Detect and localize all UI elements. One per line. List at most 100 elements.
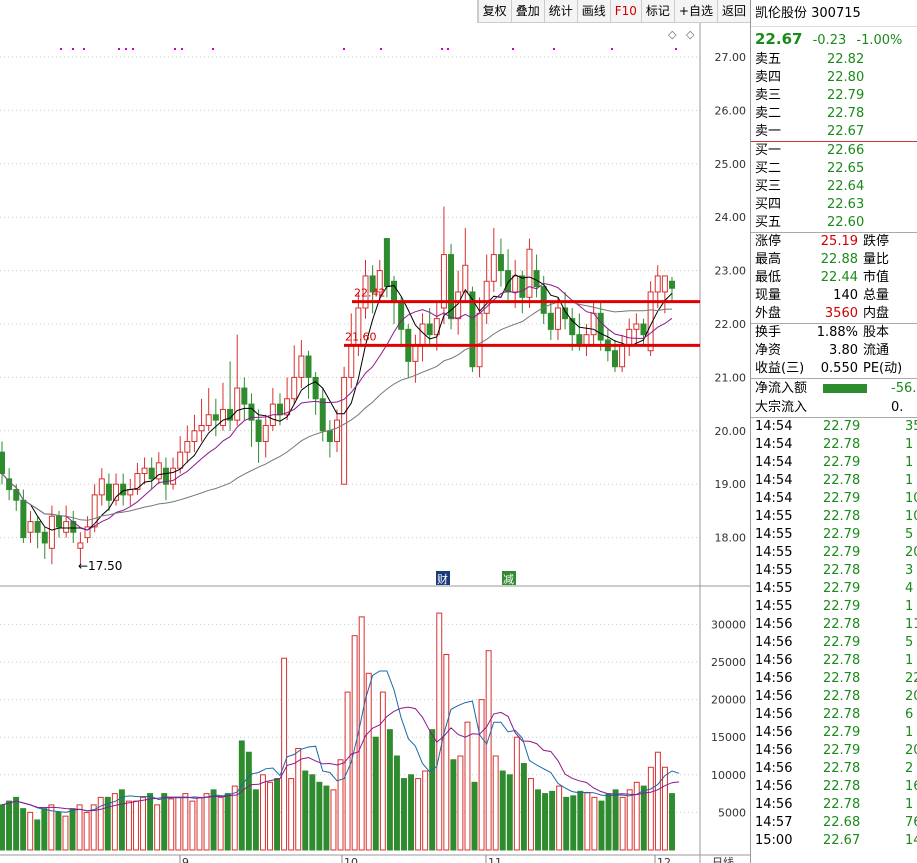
tick-price: 22.68 bbox=[823, 815, 861, 830]
ob-price: 22.82 bbox=[827, 52, 865, 67]
candle-body bbox=[619, 344, 626, 368]
volume-bar bbox=[337, 759, 344, 851]
candle bbox=[647, 281, 654, 357]
kline-chart[interactable]: 27.00 26.00 25.00 24.00 23.00 22.00 21.00 20.00… bbox=[0, 0, 750, 863]
volume-bar bbox=[238, 740, 245, 851]
candle bbox=[162, 457, 169, 501]
candle bbox=[219, 382, 226, 431]
tick-price: 22.79 bbox=[823, 581, 861, 596]
signal-dot bbox=[174, 48, 176, 50]
tick-time: 14:54 bbox=[755, 455, 793, 470]
event-cai-label: 财 bbox=[437, 572, 448, 586]
candle bbox=[212, 398, 219, 437]
candle-body bbox=[483, 280, 490, 314]
volume-bar bbox=[393, 755, 400, 851]
tick-volume: 5 bbox=[905, 527, 914, 542]
candle-body bbox=[490, 254, 497, 282]
flow-row: 净流入额 -56.5 bbox=[751, 379, 917, 398]
candle bbox=[127, 478, 134, 506]
diamond-icon: ◇ bbox=[686, 28, 695, 41]
candle-body bbox=[547, 312, 554, 330]
toolbar-f10-button[interactable]: F10 bbox=[609, 0, 641, 22]
ob-price: 22.78 bbox=[827, 106, 865, 121]
volume-bar bbox=[154, 804, 161, 851]
candle bbox=[526, 238, 533, 308]
volume-bar bbox=[527, 778, 534, 851]
tick-time: 14:55 bbox=[755, 563, 793, 578]
tick-time: 15:00 bbox=[755, 833, 793, 848]
tick-volume: 16 bbox=[905, 779, 917, 794]
tick-row: 14:55 22.79 5 bbox=[751, 526, 917, 544]
volume-tick-label: 20000 bbox=[711, 694, 746, 707]
resistance-label: 22.42 bbox=[354, 287, 386, 300]
toolbar-draw-button[interactable]: 画线 bbox=[576, 0, 610, 22]
candle bbox=[376, 259, 383, 303]
volume-bar bbox=[48, 804, 55, 851]
candle bbox=[198, 398, 205, 442]
candle bbox=[669, 277, 675, 301]
volume-bar bbox=[203, 793, 210, 851]
volume-bar bbox=[598, 800, 605, 851]
candle bbox=[497, 238, 504, 287]
tick-time: 14:54 bbox=[755, 491, 793, 506]
toolbar-fuquan-button[interactable]: 复权 bbox=[477, 0, 511, 22]
tick-row: 14:56 22.78 11 bbox=[751, 616, 917, 634]
tick-volume: 1 bbox=[905, 725, 914, 740]
tick-time: 14:56 bbox=[755, 743, 793, 758]
tick-price: 22.78 bbox=[823, 653, 861, 668]
candle-body bbox=[284, 398, 291, 416]
candle-body bbox=[84, 526, 91, 539]
toolbar-add-watchlist-button[interactable]: +自选 bbox=[673, 0, 717, 22]
volume-bar bbox=[401, 778, 407, 851]
candle bbox=[105, 473, 112, 511]
candle bbox=[241, 377, 248, 421]
tick-list[interactable]: 14:5422.793514:5422.78114:5422.79114:542… bbox=[751, 418, 917, 850]
stat-key: 净资 bbox=[755, 343, 782, 358]
candle-body bbox=[276, 403, 283, 416]
candle bbox=[134, 462, 141, 495]
tick-price: 22.79 bbox=[823, 419, 861, 434]
stat-value: 25.19 bbox=[820, 234, 858, 249]
toolbar-overlay-button[interactable]: 叠加 bbox=[510, 0, 544, 22]
volume-bar bbox=[0, 804, 5, 851]
candle bbox=[70, 510, 77, 543]
kline-chart-area[interactable]: 27.00 26.00 25.00 24.00 23.00 22.00 21.00 20.00… bbox=[0, 0, 750, 863]
volume-bar bbox=[330, 789, 337, 851]
tick-volume: 3 bbox=[905, 563, 914, 578]
volume-bar bbox=[309, 774, 316, 851]
signal-dot bbox=[343, 48, 345, 50]
ob-price: 22.60 bbox=[827, 215, 865, 230]
tick-time: 14:54 bbox=[755, 419, 793, 434]
stat-row: 现量 140 总量 bbox=[751, 287, 917, 305]
tick-row: 14:54 22.78 1 bbox=[751, 472, 917, 490]
candle bbox=[405, 324, 412, 378]
candle-body bbox=[448, 254, 455, 320]
candle bbox=[633, 313, 640, 346]
volume-bars bbox=[0, 612, 675, 851]
stat-key-2: 股本 bbox=[863, 325, 890, 340]
candle-body bbox=[77, 542, 84, 549]
candle bbox=[348, 313, 355, 389]
volume-bar bbox=[661, 766, 668, 851]
tick-price: 22.79 bbox=[823, 599, 861, 614]
volume-bar bbox=[252, 789, 259, 851]
stat-row: 净资 3.80 流通 bbox=[751, 342, 917, 360]
toolbar-mark-button[interactable]: 标记 bbox=[640, 0, 674, 22]
volume-bar bbox=[556, 785, 563, 851]
tick-time: 14:56 bbox=[755, 671, 793, 686]
ob-label: 买二 bbox=[755, 161, 782, 176]
stat-value: 0.550 bbox=[820, 361, 858, 376]
ob-label: 卖四 bbox=[755, 70, 782, 85]
candle-body bbox=[391, 280, 398, 304]
tick-price: 22.78 bbox=[823, 797, 861, 812]
tick-volume: 5 bbox=[905, 635, 914, 650]
volume-tick-label: 5000 bbox=[718, 806, 746, 819]
tick-time: 14:56 bbox=[755, 653, 793, 668]
volume-bar bbox=[69, 808, 76, 851]
candle-body bbox=[113, 483, 120, 501]
tick-row: 14:55 22.78 10 bbox=[751, 508, 917, 526]
price-tick-label: 18.00 bbox=[715, 532, 747, 545]
toolbar-stats-button[interactable]: 统计 bbox=[543, 0, 577, 22]
toolbar-back-button[interactable]: 返回 bbox=[716, 0, 750, 22]
candle bbox=[362, 259, 369, 319]
